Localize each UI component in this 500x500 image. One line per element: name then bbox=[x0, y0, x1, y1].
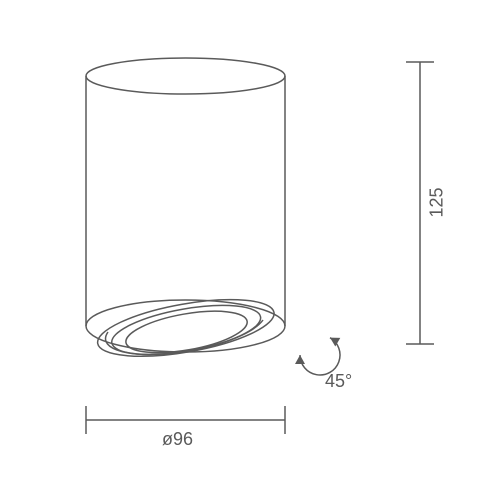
tilt-angle-label: 45° bbox=[325, 371, 352, 392]
technical-drawing: 125 ø96 45° bbox=[0, 0, 500, 500]
width-dimension-label: ø96 bbox=[162, 429, 193, 450]
height-dimension-label: 125 bbox=[426, 187, 447, 217]
drawing-svg bbox=[0, 0, 500, 500]
